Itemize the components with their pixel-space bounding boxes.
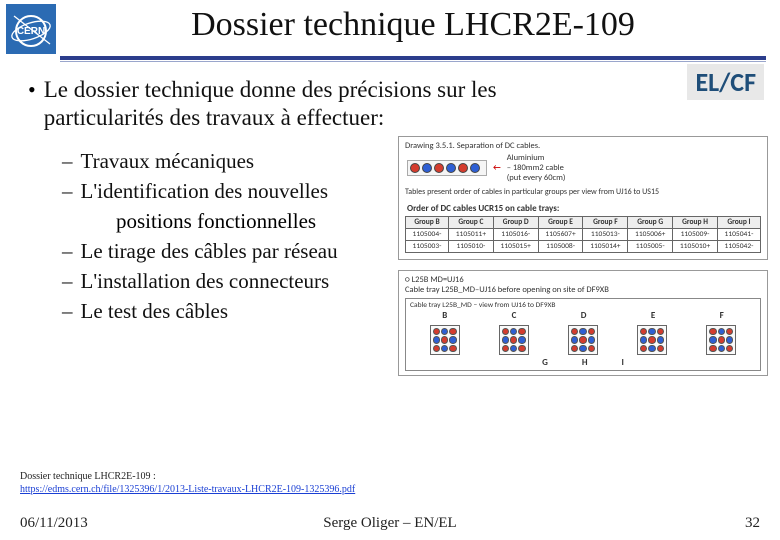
footnote-label: Dossier technique LHCR2E-109 : — [20, 470, 355, 483]
connector-row — [410, 325, 756, 355]
figures-panel: Drawing 3.5.1. Separation of DC cables. … — [398, 136, 768, 376]
figure-cable-separation: Drawing 3.5.1. Separation of DC cables. … — [398, 136, 768, 260]
fig2-line1: ○ L25B MD=UJ16 — [405, 275, 761, 285]
sub-bullet: Le test des câbles — [62, 296, 402, 326]
fig1-note: Tables present order of cables in partic… — [405, 187, 761, 197]
connector-icon — [568, 325, 598, 355]
connector-icon — [637, 325, 667, 355]
sub-bullet: L'installation des connecteurs — [62, 266, 402, 296]
footer-author: Serge Oliger – EN/EL — [0, 515, 780, 532]
slide-title: Dossier technique LHCR2E-109 — [56, 4, 770, 44]
fig1-drawing-label: Drawing 3.5.1. Separation of DC cables. — [405, 141, 761, 151]
arrow-icon: ← — [493, 163, 501, 173]
sub-bullet: Le tirage des câbles par réseau — [62, 236, 402, 266]
cable-order-table: Group BGroup CGroup DGroup EGroup FGroup… — [405, 216, 761, 253]
bullet-dot-icon: • — [28, 76, 36, 104]
footnote: Dossier technique LHCR2E-109 : https://e… — [20, 470, 355, 496]
category-badge: EL/CF — [687, 64, 764, 100]
main-bullet-text: Le dossier technique donne des précision… — [44, 76, 564, 132]
slide-header: CERN Dossier technique LHCR2E-109 — [0, 0, 780, 54]
footnote-link[interactable]: https://edms.cern.ch/file/1325396/1/2013… — [20, 484, 355, 495]
fig2-line2: Cable tray L25B_MD–UJ16 before opening o… — [405, 285, 761, 295]
connector-top-labels: BCDEF — [410, 310, 756, 321]
cern-logo: CERN — [6, 4, 56, 54]
main-bullet: • Le dossier technique donne des précisi… — [28, 76, 762, 132]
figure-cable-tray: ○ L25B MD=UJ16 Cable tray L25B_MD–UJ16 b… — [398, 270, 768, 376]
fig2-line3: Cable tray L25B_MD – view from UJ16 to D… — [410, 301, 756, 310]
connector-bottom-labels: GHI — [410, 357, 756, 368]
sub-bullet: Travaux mécaniques — [62, 146, 402, 176]
connector-icon — [499, 325, 529, 355]
sub-bullet: L'identification des nouvelles — [62, 176, 402, 206]
fig1-table-caption: Order of DC cables UCR15 on cable trays: — [407, 203, 761, 214]
svg-text:CERN: CERN — [17, 26, 45, 37]
connector-icon — [706, 325, 736, 355]
connector-icon — [430, 325, 460, 355]
cable-bundle-icon — [407, 160, 487, 176]
fig1-annotation: Aluminium – 180mm2 cable (put every 60cm… — [507, 153, 566, 183]
slide-footer: 06/11/2013 Serge Oliger – EN/EL 32 — [0, 515, 780, 532]
